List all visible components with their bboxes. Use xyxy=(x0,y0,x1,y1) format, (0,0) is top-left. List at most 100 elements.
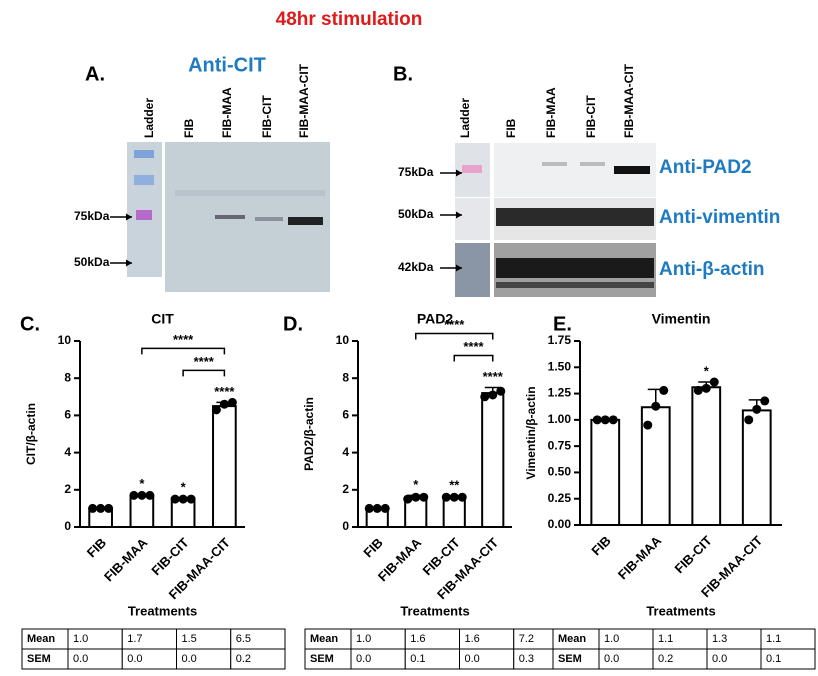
table-text: SEM xyxy=(310,653,334,665)
y-tick-label: 8 xyxy=(64,370,71,384)
x-tick-label: FIB xyxy=(360,535,385,560)
chart-title: CIT xyxy=(151,311,174,327)
antibody-label: Anti-β-actin xyxy=(659,259,765,280)
x-tick-label: FIB xyxy=(588,533,613,558)
data-point xyxy=(643,420,653,430)
bar xyxy=(129,494,155,529)
significance: ** xyxy=(449,478,460,493)
data-point xyxy=(372,503,382,513)
data-point xyxy=(129,490,139,500)
panel-letter: D. xyxy=(283,313,303,335)
chart-title: Vimentin xyxy=(652,311,711,327)
data-point xyxy=(496,386,506,396)
data-point xyxy=(145,490,155,500)
data-point xyxy=(441,492,451,502)
data-point xyxy=(600,415,610,425)
x-tick-label: FIB-MAA xyxy=(615,533,665,583)
data-point xyxy=(744,415,754,425)
marker-label: 42kDa xyxy=(398,260,434,274)
table-text: 1.0 xyxy=(356,633,371,645)
y-tick-label: 1.00 xyxy=(548,412,572,426)
bracket-label: **** xyxy=(194,354,215,369)
data-point xyxy=(419,492,429,502)
table-text: 1.0 xyxy=(73,633,88,645)
figure-title: 48hr stimulation xyxy=(276,9,423,30)
bar xyxy=(741,409,772,526)
antibody-label: Anti-vimentin xyxy=(659,207,780,228)
table-text: 1.3 xyxy=(712,633,727,645)
panel-letter: B. xyxy=(393,63,413,85)
lane-label: FIB-MAA-CIT xyxy=(297,63,311,138)
data-point xyxy=(760,396,770,406)
data-point xyxy=(592,415,602,425)
data-point xyxy=(752,404,762,414)
y-tick-label: 0.75 xyxy=(548,438,572,452)
table-text: 0.0 xyxy=(465,653,480,665)
lane-label: Ladder xyxy=(458,98,472,138)
bar xyxy=(212,405,237,529)
x-axis-label: Treatments xyxy=(400,603,469,618)
data-point xyxy=(211,405,221,415)
y-tick-label: 10 xyxy=(336,333,350,347)
bar xyxy=(590,418,621,527)
table-text: 6.5 xyxy=(236,633,251,645)
table-text: 1.5 xyxy=(182,633,197,645)
y-tick-label: 2 xyxy=(342,482,349,496)
marker-label: 75kDa xyxy=(74,209,110,223)
table-text: 0.0 xyxy=(356,653,371,665)
lane-label: FIB-CIT xyxy=(584,95,598,138)
data-point xyxy=(104,503,114,513)
data-point xyxy=(380,503,390,513)
significance: * xyxy=(139,476,145,491)
arrow-head xyxy=(126,213,132,221)
data-point xyxy=(364,503,374,513)
significance: **** xyxy=(483,369,504,384)
marker-label: 50kDa xyxy=(398,207,434,221)
y-axis-label: PAD2/β-actin xyxy=(302,397,316,471)
data-point xyxy=(659,385,669,395)
data-point xyxy=(96,503,106,513)
y-tick-label: 1.25 xyxy=(548,386,572,400)
table-text: Mean xyxy=(27,633,55,645)
data-point xyxy=(219,399,229,409)
data-point xyxy=(488,390,498,400)
marker-label: 75kDa xyxy=(398,165,434,179)
lane-label: FIB-MAA xyxy=(544,87,558,138)
y-tick-label: 1.75 xyxy=(548,333,572,347)
arrow-head xyxy=(456,169,462,177)
significance: * xyxy=(704,363,710,378)
table-text: SEM xyxy=(558,653,582,665)
data-point xyxy=(178,494,188,504)
panel-letter: A. xyxy=(85,63,105,85)
table-text: 1.1 xyxy=(658,633,673,645)
y-tick-label: 0.50 xyxy=(548,465,572,479)
panel-letter: C. xyxy=(20,313,40,335)
x-tick-label: FIB-MAA xyxy=(375,535,425,585)
table-text: 0.0 xyxy=(182,653,197,665)
table-text: 1.0 xyxy=(604,633,619,645)
table-cell xyxy=(230,648,286,670)
table-text: 7.2 xyxy=(519,633,534,645)
significance: **** xyxy=(214,384,235,399)
y-tick-label: 0 xyxy=(64,519,71,533)
data-point xyxy=(608,415,618,425)
data-point xyxy=(227,397,237,407)
y-axis-label: CIT/β-actin xyxy=(24,403,38,465)
data-point xyxy=(137,490,147,500)
table-text: 1.7 xyxy=(127,633,142,645)
significance: * xyxy=(413,477,419,492)
y-tick-label: 8 xyxy=(342,370,349,384)
table-text: 0.1 xyxy=(410,653,425,665)
significance: * xyxy=(181,480,187,495)
data-point xyxy=(701,383,711,393)
bracket xyxy=(141,347,226,355)
x-tick-label: FIB-CIT xyxy=(672,533,715,576)
x-tick-label: FIB xyxy=(84,535,109,560)
panel-letter: E. xyxy=(553,313,572,335)
bracket xyxy=(453,354,494,362)
data-point xyxy=(411,492,421,502)
bracket-label: **** xyxy=(463,339,484,354)
table-text: 1.6 xyxy=(465,633,480,645)
lane-label: FIB-MAA xyxy=(220,87,234,138)
